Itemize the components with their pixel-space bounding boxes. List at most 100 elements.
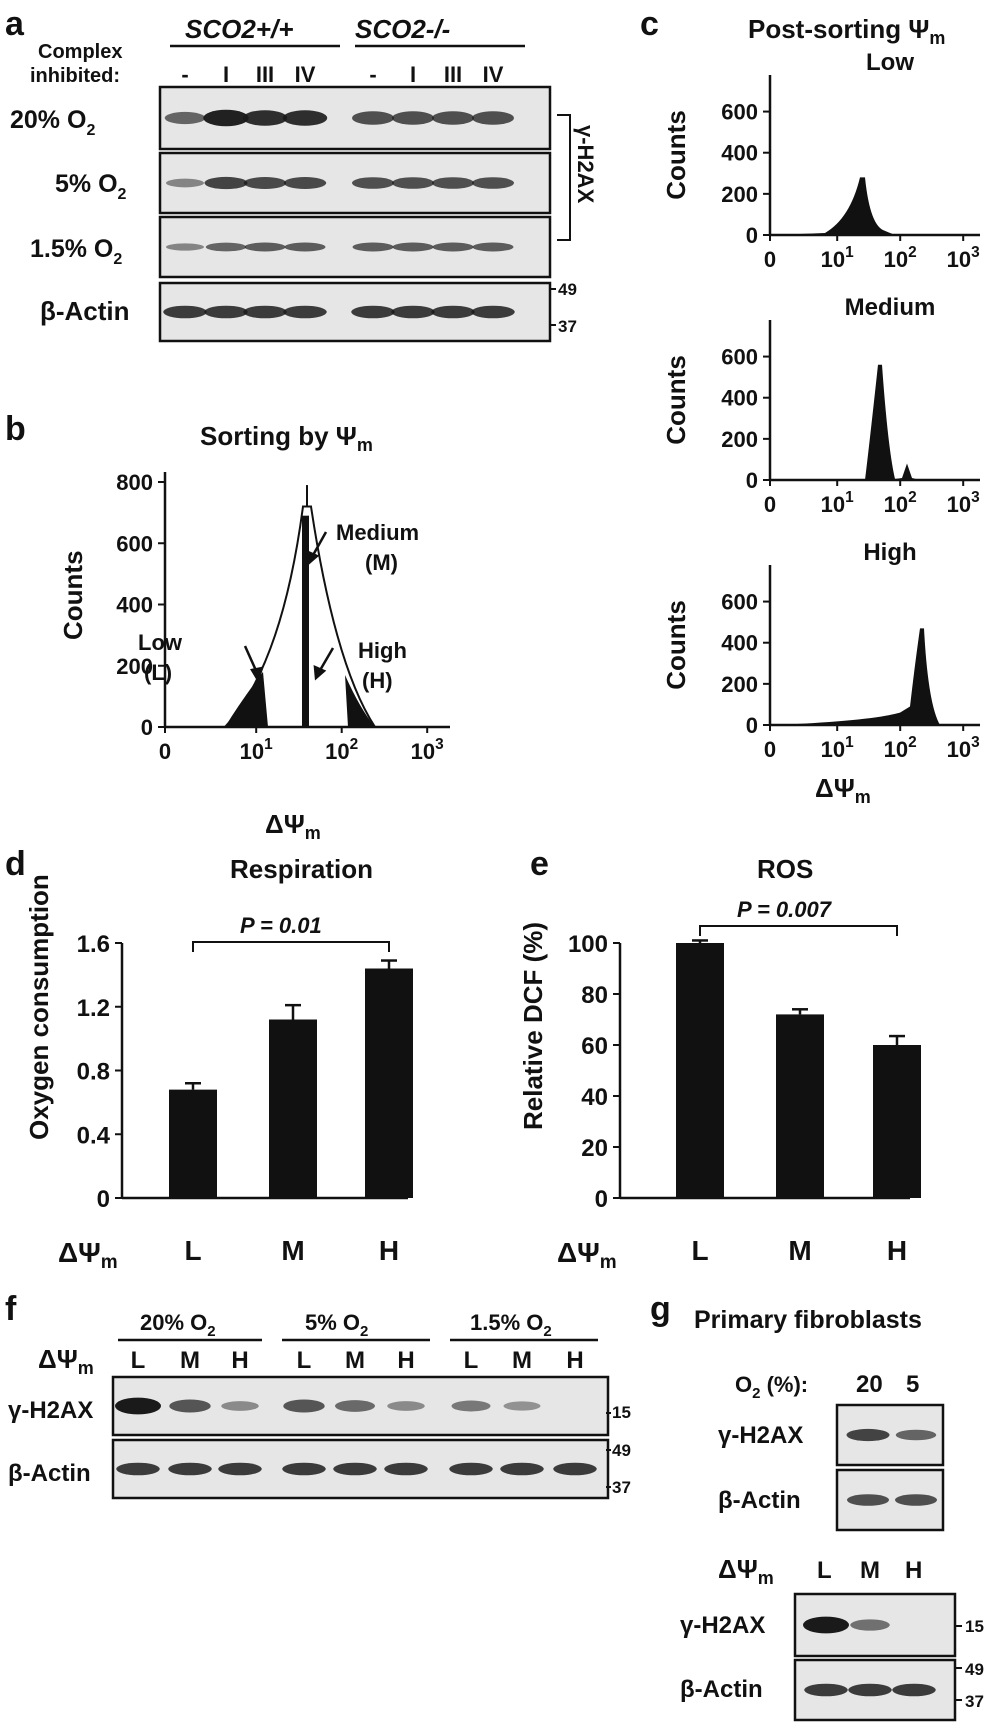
panel-f-blots [111,1375,611,1500]
band [892,1683,936,1697]
lane-label: III [256,62,274,87]
blot-f-actin [111,1438,610,1500]
blot-a-20pct [158,85,552,151]
panel-c-title: Post-sorting Ψm [748,14,945,48]
bar-L [169,1089,217,1198]
panel-d-letter: d [5,845,26,883]
band [472,242,514,252]
genotype-ko: SCO2-/- [355,14,450,44]
y-tick-label: 200 [116,654,153,679]
lane-label: I [410,62,416,87]
row-1.5-label: 1.5% O2 [30,235,122,268]
band [804,1683,848,1697]
band [432,177,474,189]
histogram-medium: 0 200 400 600 Counts Medium 0 101 102 103 [661,294,980,517]
band [432,242,474,252]
band [846,1428,890,1442]
panel-e-ylabel: Relative DCF (%) [518,922,548,1130]
y-tick-label: 0 [595,1186,608,1213]
x-tick-label: L [691,1235,708,1266]
lane-label: - [369,62,376,87]
y-tick-label: 100 [568,931,608,958]
panel-g-letter: g [650,1290,671,1328]
band [472,111,514,125]
histogram-high: 0 200 400 600 Counts High 0 101 102 103 [661,539,980,762]
low-label-2: (L) [144,660,172,685]
blot-g-top-actin [835,1468,945,1532]
histogram-fill [865,364,920,480]
y-tick-label: 0 [141,715,153,740]
x-tick-label: 0 [764,247,776,272]
panel-d-xprefix: ΔΨm [58,1237,118,1273]
band [168,1462,212,1476]
band [471,305,515,319]
band [282,110,328,126]
band [218,1462,262,1476]
lane-label: M [180,1347,200,1374]
blot-a-1.5pct [158,215,552,279]
low-label-1: Low [138,630,183,655]
band [392,111,434,125]
mw-37-a: 37 [558,317,577,336]
x-tick-label: 103 [947,244,980,272]
lane-label: H [397,1347,414,1374]
band [283,177,327,189]
g-mw-37: 37 [965,1692,984,1711]
panel-d-ylabel: Oxygen consumption [24,874,54,1140]
y-tick-label: 200 [721,427,758,452]
x-tick-label: 0 [159,739,171,764]
x-tick-label: 103 [947,489,980,517]
y-tick-label: 60 [581,1033,608,1060]
band [242,110,288,126]
band [204,305,248,319]
band [115,1397,161,1415]
f-mw-49: 49 [612,1441,631,1460]
gate-medium [302,515,309,727]
lane-label: IV [483,62,504,87]
blot-g-bottom-actin [793,1658,957,1722]
f-group-1.5: 1.5% O2 [470,1310,552,1340]
band [432,111,474,125]
blot-a-5pct [158,151,552,215]
blot-g-bottom-h2ax [793,1592,957,1658]
gate-low [225,671,268,727]
high-label-1: High [358,638,407,663]
band [895,1429,937,1441]
panel-g-top-blots [835,1403,945,1532]
band [283,305,327,319]
x-tick-label: M [281,1235,304,1266]
band [431,305,475,319]
x-tick-label: 102 [884,244,917,272]
lane-label: III [444,62,462,87]
g-mw-15: 15 [965,1617,984,1636]
bar-H [873,1045,921,1198]
g-mw-49: 49 [965,1660,984,1679]
band [244,242,286,252]
band [384,1462,428,1476]
lane-label: H [231,1347,248,1374]
band [351,305,395,319]
y-tick-label: 0 [746,223,758,248]
x-tick-label: H [887,1235,907,1266]
f-group-5: 5% O2 [305,1310,368,1340]
x-tick-label: L [184,1235,201,1266]
y-tick-label: 600 [721,590,758,615]
y-tick-label: 400 [721,141,758,166]
band [391,305,435,319]
band [503,1401,541,1411]
subplot-title: Low [866,49,914,76]
bar-M [269,1019,317,1198]
y-tick-label: 0.8 [77,1059,110,1086]
panel-b-title: Sorting by Ψm [200,421,373,455]
x-tick-label: 101 [821,734,854,762]
y-tick-label: 200 [721,672,758,697]
f-mw-15: 15 [612,1403,631,1422]
lane-label: M [345,1347,365,1374]
g-top-actin-label: β-Actin [718,1487,801,1514]
y-tick-label: 400 [116,593,153,618]
y-tick-label: 0 [97,1186,110,1213]
x-tick-label: 101 [821,489,854,517]
panel-b-arrows [243,531,335,683]
